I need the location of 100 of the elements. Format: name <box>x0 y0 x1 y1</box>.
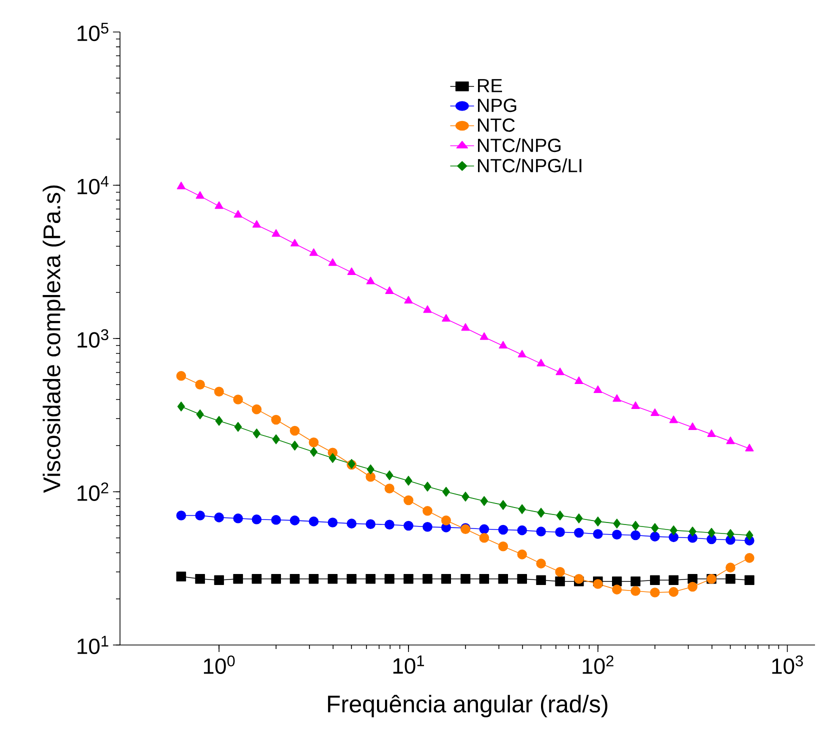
point <box>233 514 243 524</box>
point <box>177 402 185 412</box>
point <box>271 414 281 425</box>
point <box>593 579 603 589</box>
point <box>518 504 526 514</box>
point <box>536 558 546 568</box>
point <box>366 276 375 284</box>
point <box>214 575 224 586</box>
x-tick-label: 10$^{1}$ <box>393 655 424 674</box>
point <box>593 529 603 539</box>
point <box>384 574 394 584</box>
legend-label: NPG <box>478 98 516 112</box>
point <box>594 516 602 526</box>
point <box>537 508 545 518</box>
point <box>328 258 337 266</box>
point <box>176 510 186 520</box>
point <box>630 576 640 586</box>
x-tick-label: 10$^{3}$ <box>772 655 803 674</box>
point <box>650 532 660 542</box>
point <box>612 530 622 540</box>
x-tick-label: 10$^{2}$ <box>582 655 614 674</box>
point <box>556 510 564 520</box>
point <box>176 572 186 582</box>
point <box>195 510 205 520</box>
point <box>460 574 470 584</box>
point <box>498 541 508 552</box>
point <box>555 566 565 577</box>
point <box>517 550 527 560</box>
point <box>195 574 205 584</box>
point <box>176 371 186 381</box>
point <box>422 574 432 584</box>
point <box>214 512 224 522</box>
point <box>404 495 414 506</box>
point <box>668 587 679 597</box>
point <box>574 574 584 584</box>
point <box>196 191 204 199</box>
point <box>404 296 413 304</box>
point <box>252 428 260 438</box>
point <box>252 574 262 584</box>
legend-label: NTC <box>478 118 515 132</box>
point <box>346 518 357 528</box>
point <box>612 584 622 594</box>
point <box>498 574 508 584</box>
point <box>424 482 432 492</box>
point <box>214 386 224 397</box>
point <box>651 523 659 533</box>
point <box>650 575 660 586</box>
point <box>650 588 660 598</box>
point <box>252 404 262 414</box>
point <box>290 516 300 526</box>
legend-label: NTC/NPG/LI <box>478 158 582 172</box>
point <box>726 562 736 572</box>
point <box>272 229 280 237</box>
point <box>271 574 281 584</box>
legend-label: NTC/NPG <box>478 138 561 152</box>
point <box>195 380 205 390</box>
point <box>384 520 394 530</box>
point <box>668 575 679 586</box>
point <box>215 416 223 426</box>
point <box>308 516 319 526</box>
point <box>518 350 526 358</box>
legend-label: RE <box>478 79 502 92</box>
point <box>632 520 640 531</box>
y-axis-title: Viscosidade complexa (Pa.s) <box>42 186 66 493</box>
point <box>631 401 640 409</box>
point <box>612 576 622 586</box>
point <box>290 440 299 451</box>
point <box>480 332 488 340</box>
point <box>366 464 374 474</box>
point <box>536 526 546 536</box>
point <box>613 518 621 528</box>
point <box>462 492 470 502</box>
point <box>290 426 300 436</box>
point <box>688 526 696 536</box>
point <box>347 267 356 276</box>
point <box>574 376 584 384</box>
point <box>328 453 336 463</box>
point <box>234 210 242 218</box>
point <box>290 238 300 246</box>
point <box>726 529 734 539</box>
point <box>233 574 243 584</box>
point <box>688 582 698 592</box>
point <box>196 409 204 420</box>
point <box>308 574 319 584</box>
point <box>479 574 490 584</box>
point <box>480 496 488 506</box>
y-tick-label: 10$^{1}$ <box>78 636 108 654</box>
point <box>556 368 564 376</box>
point <box>328 518 338 528</box>
point <box>271 515 281 525</box>
point <box>479 524 490 534</box>
point <box>744 553 754 563</box>
point <box>234 422 242 432</box>
point <box>404 476 412 486</box>
point <box>499 500 507 510</box>
point <box>746 530 754 540</box>
point <box>630 586 640 596</box>
point <box>707 429 716 437</box>
point <box>328 574 338 584</box>
point <box>404 520 414 531</box>
